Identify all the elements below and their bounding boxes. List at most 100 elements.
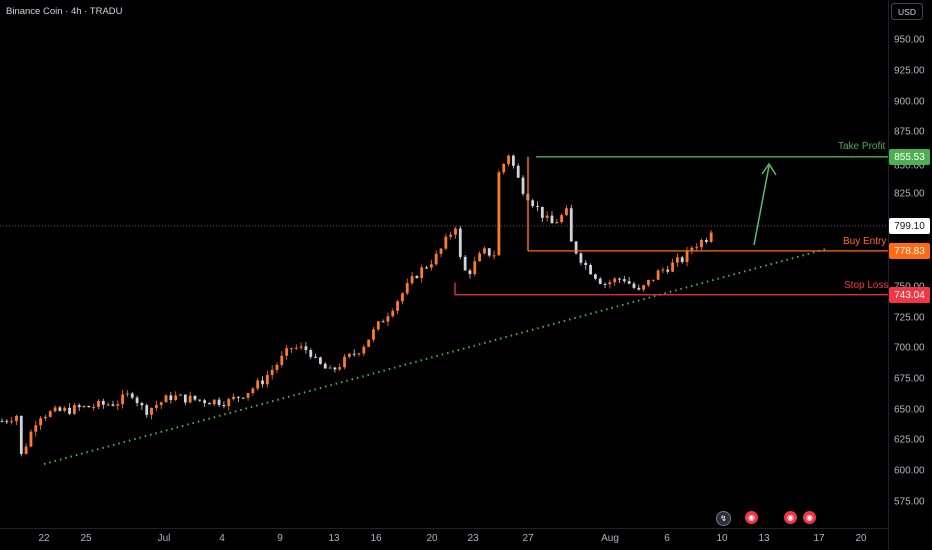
candle-body [188, 395, 192, 403]
candle-body [603, 283, 607, 285]
price-tick: 675.00 [894, 373, 925, 385]
candle-body [48, 411, 52, 417]
candle-body [236, 396, 240, 398]
time-tick: 20 [855, 533, 867, 544]
candle-body [87, 405, 91, 408]
candle-body [671, 262, 674, 272]
current-price-tag: 799.10 [889, 218, 930, 234]
ascending-trendline [43, 247, 830, 466]
time-tick: Jul [157, 533, 171, 544]
candle-body [5, 421, 9, 423]
candle-body [251, 388, 255, 394]
candle-body [429, 264, 433, 268]
candle-body [265, 375, 269, 385]
candle-body [444, 236, 448, 249]
price-tick: 625.00 [894, 434, 925, 446]
candle-body [391, 310, 395, 317]
candle-body [53, 407, 57, 412]
candle-body [666, 269, 670, 272]
candle-body [126, 393, 129, 395]
price-tick: 850.00 [894, 160, 925, 172]
candle-body [179, 394, 182, 396]
candle-body [473, 261, 477, 275]
candle-body [381, 321, 385, 323]
earnings-event-icon[interactable]: ◉ [745, 511, 758, 524]
candle-body [367, 339, 371, 347]
candle-body [569, 208, 573, 242]
currency-selector[interactable]: USD [891, 3, 923, 20]
candle-body [19, 415, 23, 454]
candle-body [169, 395, 173, 400]
candle-body [550, 215, 554, 224]
candle-body [309, 350, 313, 357]
candle-body [208, 403, 211, 405]
time-tick: 6 [664, 533, 670, 544]
candle-body [275, 364, 279, 370]
time-tick: 4 [219, 533, 225, 544]
candle-body [92, 406, 96, 408]
time-tick: 9 [277, 533, 283, 544]
candle-body [676, 257, 679, 263]
time-tick: Aug [601, 533, 619, 544]
time-tick: 10 [716, 533, 728, 544]
candle-body [579, 253, 583, 263]
candle-body [695, 247, 699, 249]
candle-body [352, 353, 356, 355]
candle-body [405, 283, 409, 294]
candle-body [555, 222, 559, 224]
candle-body [58, 407, 62, 411]
candle-body [647, 280, 650, 286]
price-tick: 600.00 [894, 465, 925, 477]
candle-body [511, 155, 515, 166]
candle-body [593, 274, 597, 279]
candle-body [333, 367, 337, 370]
candle-body [29, 431, 33, 447]
time-tick: 20 [426, 533, 438, 544]
candle-body [280, 355, 284, 365]
candle-body [483, 248, 486, 254]
price-axis-separator [888, 0, 889, 550]
candle-body [130, 393, 134, 398]
earnings-event-icon[interactable]: ◉ [803, 511, 816, 524]
candle-body [463, 256, 467, 271]
candle-body [198, 399, 202, 401]
candle-body [319, 357, 322, 364]
price-tick: 950.00 [894, 34, 925, 46]
candle-body [521, 177, 525, 194]
time-tick: 22 [38, 533, 50, 544]
time-tick: 27 [522, 533, 534, 544]
dividend-event-icon[interactable]: ↯ [716, 511, 731, 526]
candle-body [82, 405, 86, 408]
candle-body [0, 421, 4, 423]
candle-body [203, 400, 207, 404]
candle-body [516, 165, 520, 178]
candle-body [154, 405, 158, 408]
candle-body [241, 397, 245, 399]
candle-body [425, 267, 428, 269]
price-tick: 825.00 [894, 188, 925, 200]
buy-entry-label: Buy Entry [843, 236, 887, 247]
candle-body [492, 255, 496, 257]
buy-entry-price-tag: 778.83 [889, 243, 930, 259]
earnings-event-icon[interactable]: ◉ [784, 511, 797, 524]
candle-body [565, 208, 568, 216]
candle-body [227, 399, 231, 407]
candle-body [39, 418, 42, 426]
time-tick: 23 [467, 533, 479, 544]
candle-body [150, 407, 153, 415]
candle-body [24, 446, 28, 454]
candle-body [478, 253, 482, 262]
candle-body [15, 415, 18, 422]
candle-body [439, 248, 443, 254]
time-tick: 13 [328, 533, 340, 544]
candle-body [10, 421, 14, 423]
candle-body [584, 262, 588, 266]
candle-body [487, 248, 491, 256]
candle-body [589, 265, 592, 275]
candle-body [410, 276, 414, 284]
candle-body [536, 206, 539, 208]
candle-body [502, 163, 506, 173]
candle-body [608, 282, 612, 285]
candle-body [328, 367, 332, 369]
